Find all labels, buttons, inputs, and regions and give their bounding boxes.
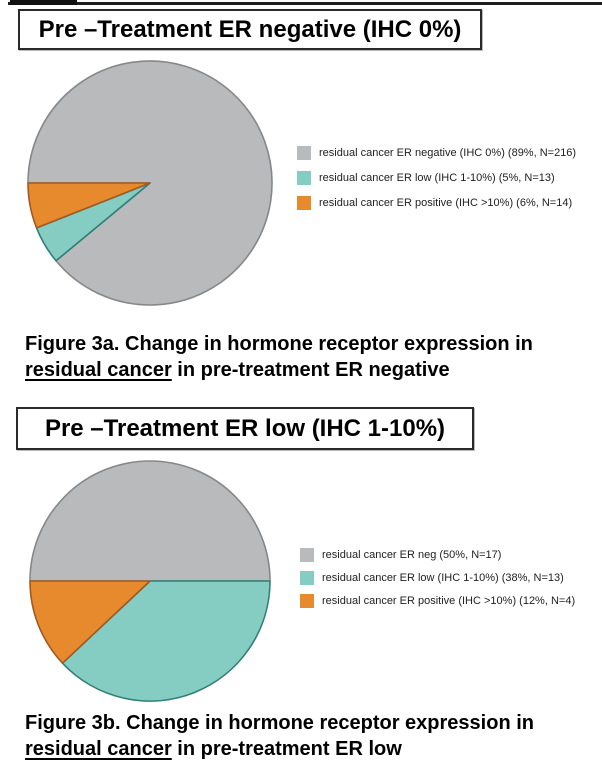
- figure-3a-title: Pre –Treatment ER negative (IHC 0%): [38, 15, 462, 43]
- figure-3a-title-box: Pre –Treatment ER negative (IHC 0%): [18, 9, 482, 50]
- legend-item: residual cancer ER low (IHC 1-10%) (5%, …: [297, 171, 576, 185]
- underlined-text: residual cancer: [25, 738, 172, 760]
- pie-slice: [29, 580, 151, 664]
- legend-item: residual cancer ER positive (IHC >10%) (…: [300, 594, 575, 608]
- legend-swatch-orange: [300, 594, 314, 608]
- legend-3b: residual cancer ER neg (50%, N=17) resid…: [300, 548, 575, 608]
- legend-label: residual cancer ER positive (IHC >10%) (…: [319, 197, 573, 209]
- legend-swatch-gray: [297, 146, 311, 160]
- caption-line-1: Figure 3a. Change in hormone receptor ex…: [25, 333, 533, 355]
- figure-3a-caption: Figure 3a. Change in hormone receptor ex…: [25, 331, 600, 383]
- legend-label: residual cancer ER neg (50%, N=17): [322, 549, 502, 561]
- caption-line-2: residual cancer in pre-treatment ER low: [25, 738, 402, 760]
- legend-swatch-teal: [300, 571, 314, 585]
- legend-swatch-teal: [297, 171, 311, 185]
- pie-slice: [27, 182, 151, 229]
- figure-3b-title-box: Pre –Treatment ER low (IHC 1-10%): [16, 407, 474, 450]
- legend-label: residual cancer ER positive (IHC >10%) (…: [322, 595, 576, 607]
- legend-item: residual cancer ER positive (IHC >10%) (…: [297, 196, 576, 210]
- legend-label: residual cancer ER low (IHC 1-10%) (38%,…: [322, 572, 564, 584]
- legend-3a: residual cancer ER negative (IHC 0%) (89…: [297, 146, 576, 210]
- legend-item: residual cancer ER negative (IHC 0%) (89…: [297, 146, 576, 160]
- cropped-page-edge-line: [8, 2, 602, 5]
- cropped-page-edge-mark: [10, 0, 77, 5]
- legend-swatch-gray: [300, 548, 314, 562]
- pie-chart-3b: [29, 460, 271, 702]
- pie-chart-3a: [27, 60, 273, 306]
- pie-slice: [61, 580, 271, 702]
- legend-swatch-orange: [297, 196, 311, 210]
- caption-line-1: Figure 3b. Change in hormone receptor ex…: [25, 712, 534, 734]
- pie-slice: [29, 460, 271, 582]
- underlined-text: residual cancer: [25, 359, 172, 381]
- legend-item: residual cancer ER low (IHC 1-10%) (38%,…: [300, 571, 575, 585]
- figure-3b-title: Pre –Treatment ER low (IHC 1-10%): [44, 414, 446, 442]
- legend-label: residual cancer ER low (IHC 1-10%) (5%, …: [319, 172, 555, 184]
- legend-label: residual cancer ER negative (IHC 0%) (89…: [319, 147, 577, 159]
- legend-item: residual cancer ER neg (50%, N=17): [300, 548, 575, 562]
- caption-line-2: residual cancer in pre-treatment ER nega…: [25, 359, 450, 381]
- figure-3b-caption: Figure 3b. Change in hormone receptor ex…: [25, 710, 600, 762]
